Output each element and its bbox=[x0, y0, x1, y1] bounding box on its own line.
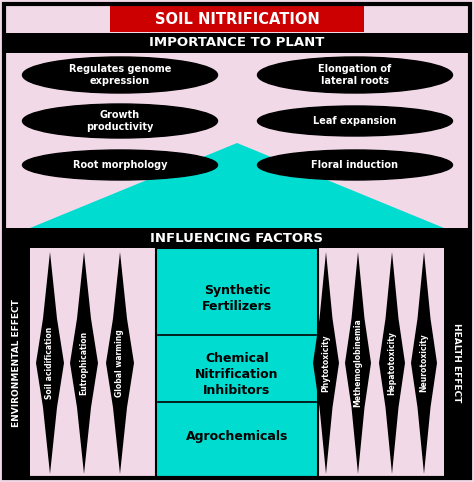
Polygon shape bbox=[313, 252, 339, 474]
FancyBboxPatch shape bbox=[4, 248, 470, 478]
Text: IMPORTANCE TO PLANT: IMPORTANCE TO PLANT bbox=[149, 37, 325, 50]
FancyBboxPatch shape bbox=[4, 33, 470, 53]
Text: Regulates genome
expression: Regulates genome expression bbox=[69, 65, 171, 86]
Polygon shape bbox=[411, 252, 437, 474]
Polygon shape bbox=[379, 252, 405, 474]
FancyBboxPatch shape bbox=[318, 248, 470, 478]
Text: Eutrophication: Eutrophication bbox=[80, 331, 89, 395]
Ellipse shape bbox=[22, 104, 218, 138]
Text: Elongation of
lateral roots: Elongation of lateral roots bbox=[319, 65, 392, 86]
FancyBboxPatch shape bbox=[444, 248, 470, 478]
Text: ENVIRONMENTAL EFFECT: ENVIRONMENTAL EFFECT bbox=[12, 299, 21, 427]
Text: Phytotoxicity: Phytotoxicity bbox=[321, 334, 330, 392]
Polygon shape bbox=[36, 252, 64, 474]
Text: Hepatotoxicity: Hepatotoxicity bbox=[388, 331, 396, 395]
FancyBboxPatch shape bbox=[4, 228, 470, 248]
Text: Methemoglobinemia: Methemoglobinemia bbox=[354, 319, 363, 407]
Text: INFLUENCING FACTORS: INFLUENCING FACTORS bbox=[151, 231, 323, 244]
FancyBboxPatch shape bbox=[4, 53, 470, 228]
Ellipse shape bbox=[22, 57, 218, 93]
Text: Synthetic
Fertilizers: Synthetic Fertilizers bbox=[202, 284, 272, 313]
Ellipse shape bbox=[257, 106, 453, 136]
Polygon shape bbox=[345, 252, 371, 474]
Text: HEALTH EFFECT: HEALTH EFFECT bbox=[453, 323, 462, 402]
FancyBboxPatch shape bbox=[4, 248, 30, 478]
FancyBboxPatch shape bbox=[156, 248, 318, 478]
Text: Growth
productivity: Growth productivity bbox=[86, 110, 154, 132]
Ellipse shape bbox=[257, 150, 453, 180]
Ellipse shape bbox=[22, 150, 218, 180]
Text: Leaf expansion: Leaf expansion bbox=[313, 116, 397, 126]
FancyBboxPatch shape bbox=[4, 248, 156, 478]
Text: Agrochemicals: Agrochemicals bbox=[186, 430, 288, 443]
Text: Floral induction: Floral induction bbox=[311, 160, 399, 170]
Ellipse shape bbox=[257, 57, 453, 93]
FancyBboxPatch shape bbox=[110, 6, 364, 32]
Polygon shape bbox=[30, 143, 444, 228]
Text: SOIL NITRIFICATION: SOIL NITRIFICATION bbox=[155, 12, 319, 27]
Polygon shape bbox=[106, 252, 134, 474]
Text: Root morphology: Root morphology bbox=[73, 160, 167, 170]
Text: Neurotoxicity: Neurotoxicity bbox=[419, 334, 428, 392]
Polygon shape bbox=[70, 252, 98, 474]
Text: Soil acidification: Soil acidification bbox=[46, 327, 55, 399]
Text: Global warming: Global warming bbox=[116, 329, 125, 397]
Text: Chemical
Nitrification
Inhibitors: Chemical Nitrification Inhibitors bbox=[195, 352, 279, 397]
